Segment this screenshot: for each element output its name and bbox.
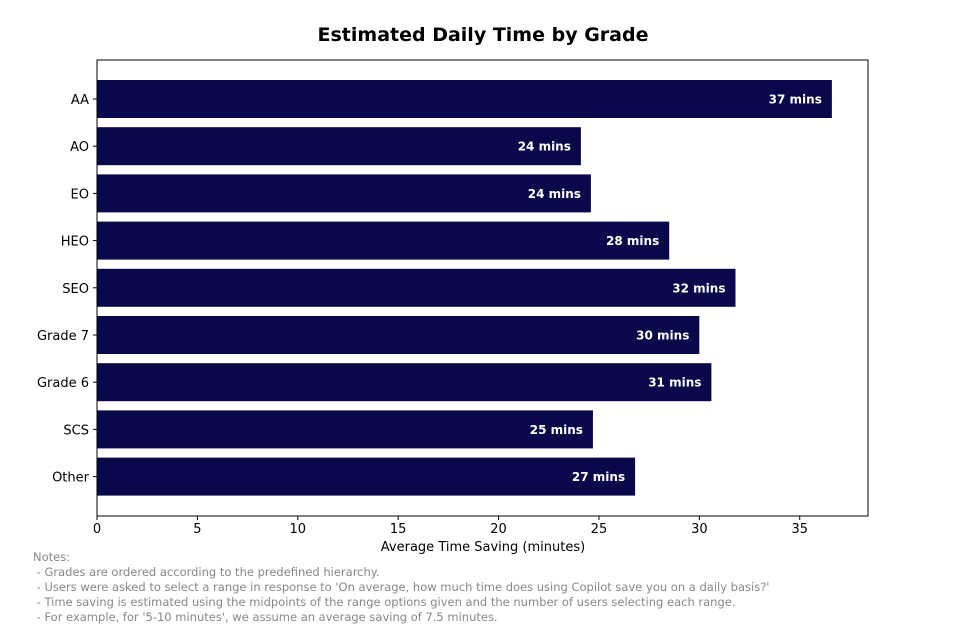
- note-line: - Time saving is estimated using the mid…: [33, 595, 735, 609]
- note-line: - For example, for '5-10 minutes', we as…: [33, 610, 498, 624]
- x-tick-label: 20: [490, 522, 507, 537]
- bar: [97, 80, 832, 118]
- x-tick-label: 35: [791, 522, 808, 537]
- bar: [97, 363, 712, 402]
- x-tick-label: 25: [591, 522, 608, 537]
- data-label: 24 mins: [528, 187, 581, 201]
- chart-title: Estimated Daily Time by Grade: [318, 24, 649, 46]
- bar: [97, 457, 636, 496]
- note-line: - Grades are ordered according to the pr…: [33, 565, 380, 579]
- y-tick-label: Other: [52, 471, 90, 486]
- note-line: Notes:: [33, 550, 70, 564]
- bar: [97, 127, 581, 166]
- x-tick-label: 15: [390, 522, 407, 537]
- data-label: 27 mins: [572, 470, 625, 484]
- y-tick-label: SCS: [63, 423, 89, 438]
- y-tick-label: Grade 7: [37, 329, 89, 344]
- y-tick-label: SEO: [62, 282, 89, 297]
- data-label: 25 mins: [530, 423, 583, 437]
- data-label: 30 mins: [636, 329, 689, 343]
- data-label: 32 mins: [672, 281, 725, 295]
- y-tick-label: Grade 6: [37, 376, 89, 391]
- bar: [97, 268, 736, 307]
- note-line: - Users were asked to select a range in …: [33, 580, 769, 594]
- y-tick-label: EO: [71, 187, 89, 202]
- data-label: 31 mins: [648, 376, 701, 390]
- bar: [97, 174, 591, 213]
- y-tick-label: HEO: [61, 235, 89, 250]
- x-tick-label: 5: [193, 522, 201, 537]
- x-axis-label: Average Time Saving (minutes): [381, 540, 585, 555]
- x-tick-label: 30: [691, 522, 708, 537]
- data-label: 24 mins: [518, 140, 571, 154]
- x-tick-label: 10: [290, 522, 307, 537]
- y-tick-label: AO: [70, 140, 89, 155]
- bar: [97, 410, 593, 449]
- data-label: 28 mins: [606, 234, 659, 248]
- bar: [97, 316, 700, 354]
- y-tick-label: AA: [71, 93, 89, 108]
- bar: [97, 221, 670, 260]
- x-tick-label: 0: [93, 522, 101, 537]
- data-label: 37 mins: [769, 93, 822, 107]
